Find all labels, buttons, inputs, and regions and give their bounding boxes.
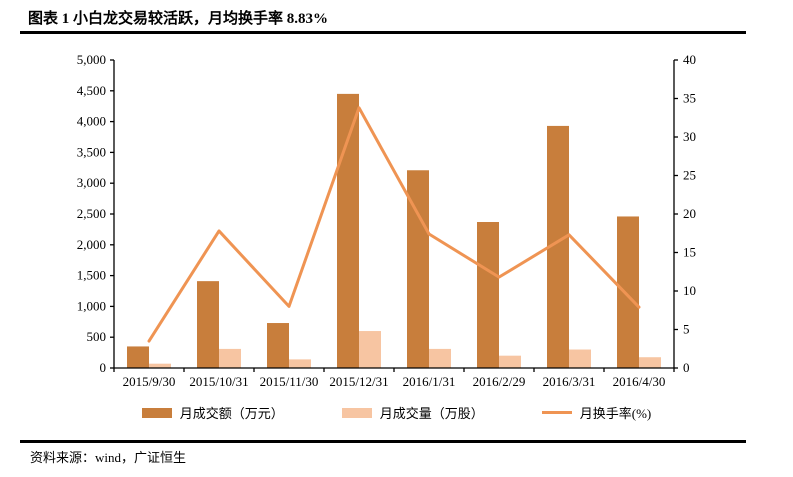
y-left-tick-label: 1,500 [77, 268, 106, 283]
x-tick-label: 2016/2/29 [473, 374, 526, 389]
y-right-tick-label: 10 [683, 283, 696, 298]
x-tick-label: 2016/1/31 [403, 374, 456, 389]
y-left-tick-label: 1,000 [77, 298, 106, 313]
bar [547, 125, 569, 368]
y-left-tick-label: 2,000 [77, 237, 106, 252]
bar [289, 359, 311, 368]
bar [477, 222, 499, 368]
bar [407, 170, 429, 368]
y-axis-left: 0 500 1,000 1,500 2,000 2,500 3,000 3,500 4,000 4… [77, 52, 114, 375]
x-tick-label: 2016/4/30 [613, 374, 666, 389]
y-left-tick-label: 5,000 [77, 52, 106, 67]
bar [359, 331, 381, 368]
line-series [147, 106, 641, 343]
y-right-tick-label: 5 [683, 322, 690, 337]
x-tick-label: 2015/9/30 [123, 374, 176, 389]
legend-item-turnover-amount: 月成交额（万元） [141, 403, 284, 422]
bar [429, 348, 451, 368]
chart-legend: 月成交额（万元） 月成交量（万股） 月换手率(%) [0, 403, 793, 422]
bar-swatch-dark-icon [141, 407, 172, 418]
y-right-tick-label: 15 [683, 245, 696, 260]
x-tick-label: 2015/12/31 [329, 374, 388, 389]
bar [617, 216, 639, 368]
y-right-tick-label: 30 [683, 129, 696, 144]
y-right-tick-label: 40 [683, 52, 696, 67]
bar-series-0 [127, 93, 639, 368]
x-tick-label: 2015/11/30 [260, 374, 319, 389]
legend-label: 月成交额（万元） [179, 406, 284, 421]
legend-item-turnover-rate: 月换手率(%) [541, 403, 652, 422]
y-right-tick-label: 25 [683, 168, 696, 183]
bar [499, 355, 521, 368]
y-left-tick-label: 4,500 [77, 83, 106, 98]
legend-label: 月换手率(%) [579, 406, 652, 421]
source-note: 资料来源：wind，广证恒生 [30, 450, 187, 465]
y-left-tick-label: 4,000 [77, 114, 106, 129]
y-left-tick-label: 0 [100, 360, 107, 375]
y-left-tick-label: 2,500 [77, 206, 106, 221]
y-left-tick-label: 3,000 [77, 175, 106, 190]
y-left-tick-label: 500 [87, 329, 107, 344]
top-divider-rule [20, 31, 746, 34]
x-tick-label: 2015/10/31 [189, 374, 248, 389]
bar-swatch-light-icon [341, 407, 372, 418]
y-right-tick-label: 0 [683, 360, 690, 375]
y-left-tick-label: 3,500 [77, 144, 106, 159]
legend-item-volume: 月成交量（万股） [341, 403, 484, 422]
x-tick-label: 2016/3/31 [543, 374, 596, 389]
y-right-tick-label: 35 [683, 91, 696, 106]
bar [127, 346, 149, 368]
chart-canvas: 0 500 1,000 1,500 2,000 2,500 3,000 3,500 4,000 4… [77, 52, 696, 389]
bar [267, 323, 289, 368]
x-axis: 2015/9/30 2015/10/31 2015/11/30 2015/12/31 2… [113, 368, 675, 389]
bar [197, 281, 219, 368]
bar [569, 349, 591, 368]
y-right-tick-label: 20 [683, 206, 696, 221]
y-axis-right: 0 5 10 15 20 25 30 35 40 [674, 52, 696, 375]
legend-label: 月成交量（万股） [379, 406, 484, 421]
line-swatch-icon [541, 411, 572, 414]
bar [337, 93, 359, 368]
bar [639, 357, 661, 368]
bottom-divider-rule [20, 440, 746, 443]
bar [219, 348, 241, 368]
bar-series-1 [149, 331, 661, 368]
bar [149, 363, 171, 368]
figure-title: 图表 1 小白龙交易较活跃，月均换手率 8.83% [28, 11, 329, 27]
